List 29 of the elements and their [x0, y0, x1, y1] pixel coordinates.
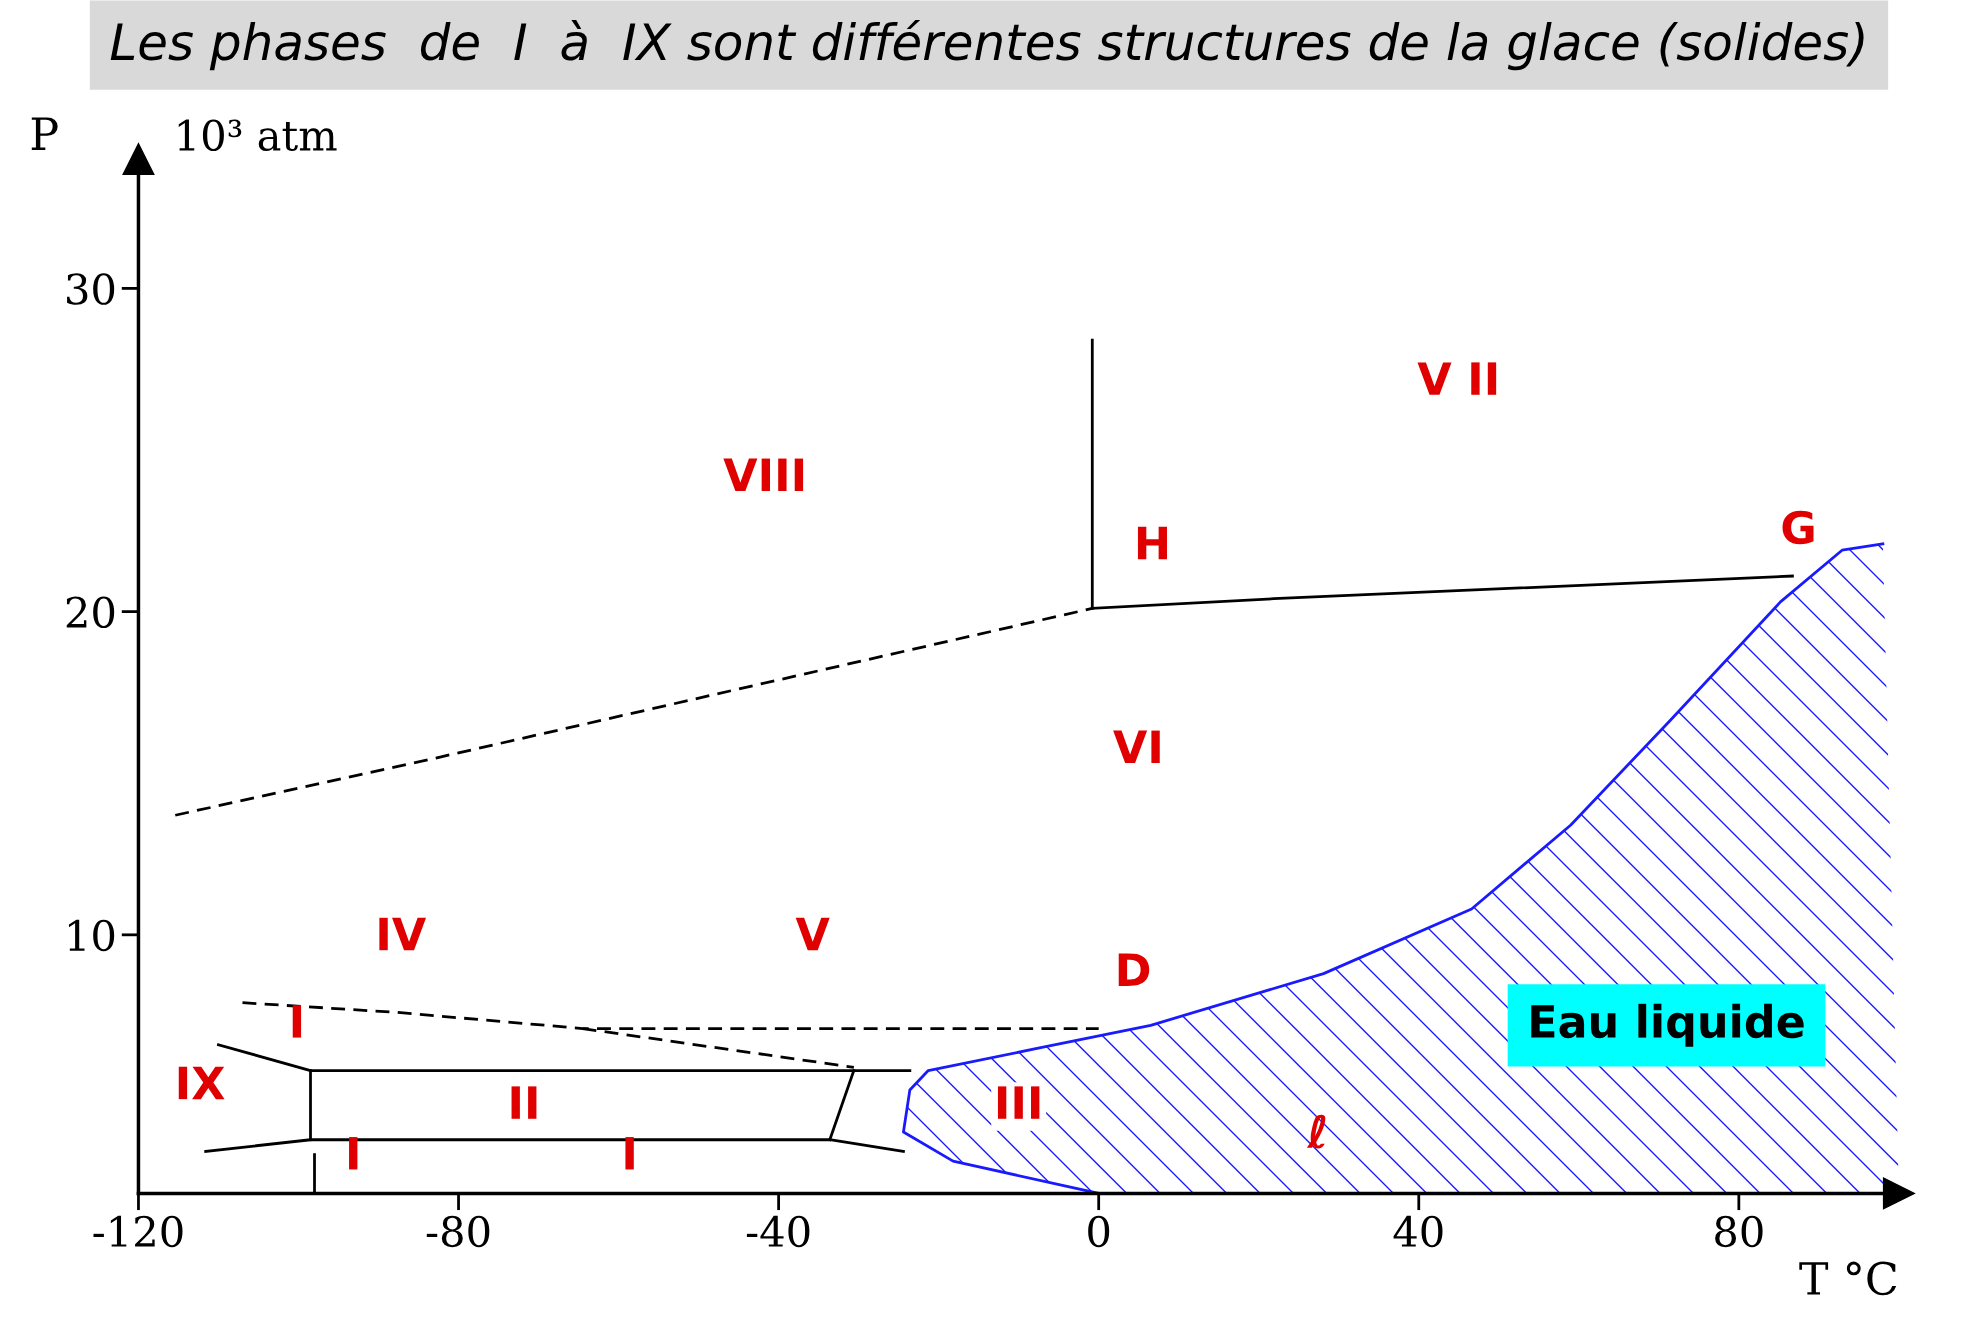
annotation: V — [795, 917, 830, 951]
annotation: Eau liquide — [1531, 1003, 1804, 1047]
annotation: I — [349, 1137, 358, 1170]
annotation: VIII — [723, 458, 804, 491]
annotation: D — [1118, 953, 1150, 986]
chart-title: Les phases de I à IX sont différentes structures de la glace (solides) — [110, 19, 1864, 71]
x-axis-title: T °C — [1799, 1261, 1897, 1296]
annotation: ℓ — [1306, 1114, 1326, 1149]
annotation: I — [292, 1005, 302, 1038]
x-tick-label: -40 — [746, 1215, 810, 1248]
x-tick-label: 80 — [1715, 1215, 1763, 1248]
annotation: H — [1137, 526, 1167, 560]
x-tick-label: 40 — [1393, 1215, 1443, 1248]
x-tick-label: 0 — [1088, 1215, 1110, 1248]
x-tick-label: -80 — [426, 1215, 490, 1248]
y-tick-label: 30 — [67, 273, 115, 305]
annotation: III — [997, 1086, 1040, 1119]
y-tick-label: 20 — [66, 596, 115, 629]
text: 10³ atm — [178, 119, 337, 152]
annotation: V II — [1417, 362, 1497, 395]
annotation: IX — [178, 1066, 225, 1100]
annotation: I — [625, 1137, 634, 1170]
annotation: VI — [1113, 730, 1160, 763]
annotation: IV — [379, 917, 427, 951]
y-axis-title: P — [31, 117, 58, 150]
annotation: G — [1782, 510, 1814, 545]
x-tick-label: -120 — [93, 1215, 183, 1248]
annotation: II — [511, 1086, 537, 1119]
y-tick-label: 10 — [69, 919, 115, 952]
